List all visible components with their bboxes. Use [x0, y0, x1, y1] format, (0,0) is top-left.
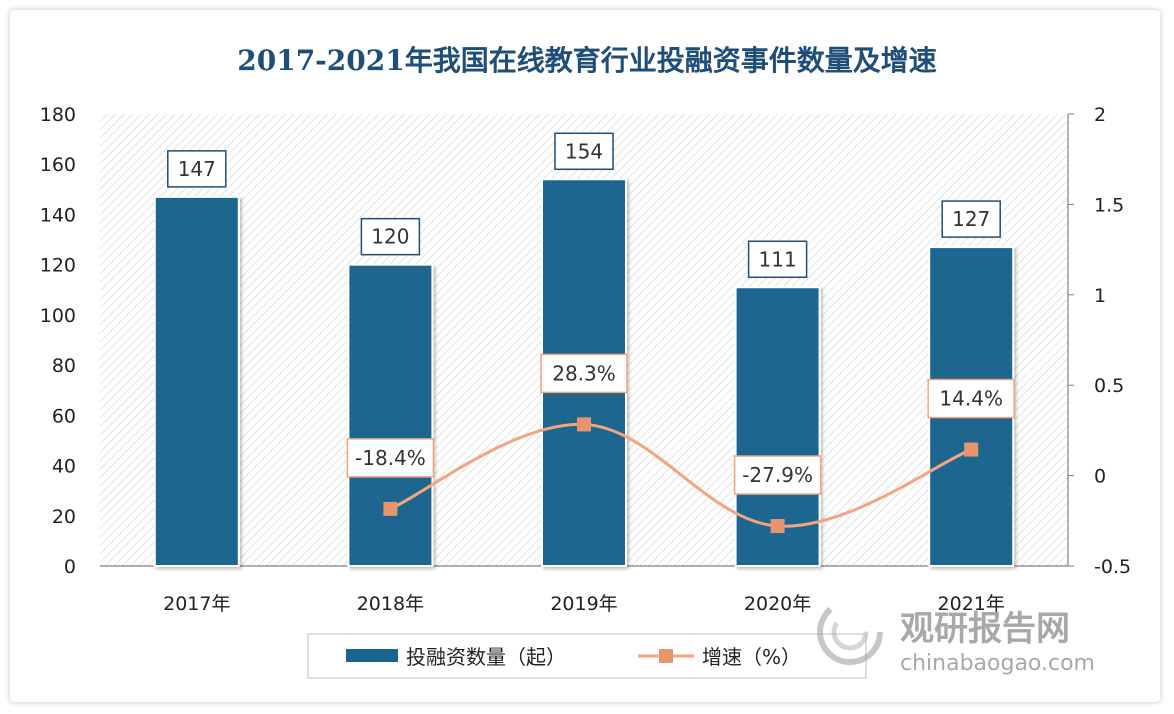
bar-data-label: 120: [371, 225, 409, 249]
left-tick-label: 120: [40, 255, 76, 277]
rate-data-label: -18.4%: [355, 446, 426, 470]
right-tick-label: 1: [1094, 285, 1106, 307]
rate-marker: [770, 519, 785, 534]
bar-label-box: [941, 200, 1001, 238]
bar-data-label: 147: [178, 157, 216, 181]
chart-title: 2017-2021年我国在线教育行业投融资事件数量及增速: [237, 44, 936, 77]
category-label: 2020年: [744, 593, 811, 615]
bar-data-label: 111: [759, 247, 797, 271]
legend: 投融资数量（起） 增速（%）: [307, 633, 867, 679]
bar-data-label: 127: [952, 207, 990, 231]
rate-data-label: 28.3%: [552, 361, 616, 385]
category-label: 2017年: [163, 593, 230, 615]
bar-label-box: [554, 132, 614, 171]
right-tick-label: 0: [1094, 466, 1106, 488]
left-tick-label: 60: [52, 405, 76, 427]
legend-line-marker: [659, 649, 673, 663]
left-axis: 0 20 40 60 80 100 120 140 160 180: [40, 104, 1068, 578]
right-tick-label: 2: [1094, 104, 1106, 126]
left-tick-label: 0: [64, 556, 76, 578]
bar-data-labels: 147 120 154 111 127: [167, 132, 1001, 279]
rate-series: [383, 417, 979, 534]
legend-line-label: 增速（%）: [702, 645, 801, 669]
category-axis: 2017年 2018年 2019年 2020年 2021年: [163, 593, 1005, 615]
left-tick-label: 180: [40, 104, 76, 126]
watermark-site: chinabaogao.com: [900, 651, 1095, 676]
rate-label-box: [540, 353, 628, 394]
rate-label-box: [346, 438, 435, 478]
right-tick-label: -0.5: [1094, 556, 1131, 578]
bar-label-box: [167, 150, 227, 188]
rate-label-box: [927, 378, 1015, 419]
bar: [153, 195, 240, 567]
left-tick-label: 160: [40, 154, 76, 176]
legend-bar-label: 投融资数量（起）: [406, 645, 566, 669]
swirl-logo-icon: [817, 599, 883, 665]
bar-label-box: [747, 240, 808, 279]
right-tick-label: 0.5: [1094, 375, 1124, 397]
left-tick-label: 100: [40, 305, 76, 327]
left-tick-label: 140: [40, 204, 76, 226]
rate-data-label: 14.4%: [939, 387, 1003, 411]
rate-marker: [577, 417, 591, 432]
legend-bar-swatch: [346, 649, 398, 662]
rate-label-box: [733, 455, 822, 495]
left-tick-label: 40: [52, 456, 76, 478]
legend-box: [307, 633, 867, 679]
right-axis: -0.5 0 0.5 1 1.5 2: [1067, 104, 1131, 578]
left-tick-label: 20: [52, 506, 76, 528]
right-tick-label: 1.5: [1094, 194, 1124, 216]
bar-data-label: 154: [565, 139, 603, 163]
rate-line-path: [389, 422, 972, 528]
bar: [347, 263, 434, 567]
rate-data-labels: -18.4% 28.3% -27.9% 14.4%: [346, 353, 1015, 495]
bar-label-box: [360, 217, 421, 256]
rate-marker: [383, 501, 398, 516]
rate-data-label: -27.9%: [742, 463, 813, 487]
watermark-name: 观研报告网: [900, 609, 1070, 649]
category-label: 2019年: [550, 593, 617, 615]
category-label: 2021年: [938, 593, 1005, 615]
category-label: 2018年: [357, 593, 424, 615]
left-tick-label: 80: [52, 355, 76, 377]
rate-marker: [964, 442, 979, 457]
watermark: 观研报告网 chinabaogao.com: [817, 599, 1095, 676]
